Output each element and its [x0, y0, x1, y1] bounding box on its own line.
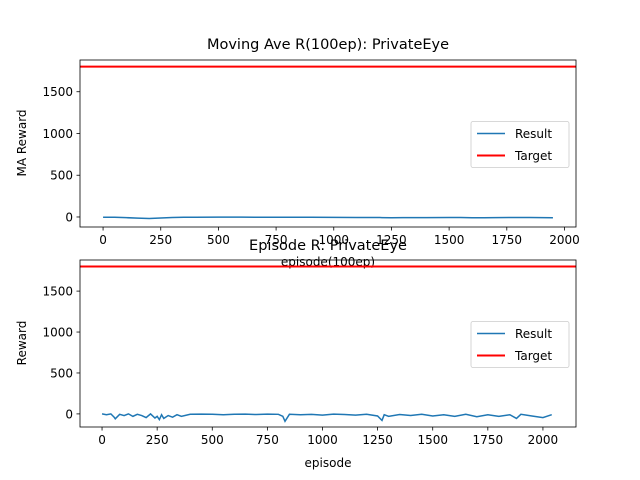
y-tick-label: 1000 — [42, 127, 73, 141]
x-tick-label: 2000 — [549, 233, 580, 247]
axis-ticks: 0 250 500 750 1000 1250 1500 1750 2000 0 500 1000 15… — [42, 85, 579, 247]
x-tick-label: 2000 — [528, 433, 559, 447]
series-layer — [80, 265, 576, 423]
x-tick-label: 1000 — [318, 233, 349, 247]
legend: Result Target — [470, 321, 570, 368]
y-tick-label: 0 — [65, 210, 73, 224]
x-axis-label: episode — [305, 456, 352, 470]
y-tick-label: 1500 — [42, 85, 73, 99]
legend-label-target: Target — [514, 349, 552, 363]
x-tick-label: 500 — [201, 433, 224, 447]
y-axis-label: MA Reward — [15, 109, 29, 176]
y-tick-label: 500 — [50, 169, 73, 183]
x-tick-label: 1750 — [492, 233, 523, 247]
axes-frame — [79, 259, 577, 428]
y-tick-label: 1500 — [42, 285, 73, 299]
legend: Result Target — [470, 121, 570, 168]
x-tick-label: 0 — [98, 433, 106, 447]
x-tick-label: 1500 — [434, 233, 465, 247]
episode-reward-chart: 0 250 500 750 1000 1250 1500 1750 2000 0 500 1000 15… — [15, 238, 577, 470]
x-tick-label: 1250 — [362, 433, 393, 447]
x-tick-label: 1500 — [417, 433, 448, 447]
series-line-result — [103, 216, 553, 220]
x-tick-label: 500 — [207, 233, 230, 247]
chart-title: Moving Ave R(100ep): PrivateEye — [207, 37, 449, 53]
x-tick-label: 1750 — [473, 433, 504, 447]
x-tick-label: 250 — [146, 433, 169, 447]
y-tick-label: 0 — [65, 407, 73, 421]
axis-ticks: 0 250 500 750 1000 1250 1500 1750 2000 0 500 1000 15… — [42, 285, 558, 447]
x-tick-label: 0 — [99, 233, 107, 247]
series-line-result — [101, 412, 552, 423]
axes-frame — [79, 59, 577, 228]
x-tick-label: 1250 — [376, 233, 407, 247]
x-tick-label: 1000 — [307, 433, 338, 447]
x-tick-label: 250 — [149, 233, 172, 247]
x-tick-label: 750 — [265, 233, 288, 247]
legend-label-target: Target — [514, 149, 552, 163]
legend-label-result: Result — [515, 127, 552, 141]
y-tick-label: 1000 — [42, 326, 73, 340]
x-tick-label: 750 — [256, 433, 279, 447]
moving-average-chart: 0 250 500 750 1000 1250 1500 1750 2000 0 500 1000 15… — [15, 37, 580, 269]
series-layer — [80, 65, 576, 220]
chart-title: Episode R: PrivateEye — [249, 238, 407, 254]
x-axis-label: episode(100ep) — [281, 255, 375, 269]
y-axis-label: Reward — [15, 321, 29, 366]
y-tick-label: 500 — [50, 366, 73, 380]
legend-label-result: Result — [515, 327, 552, 341]
